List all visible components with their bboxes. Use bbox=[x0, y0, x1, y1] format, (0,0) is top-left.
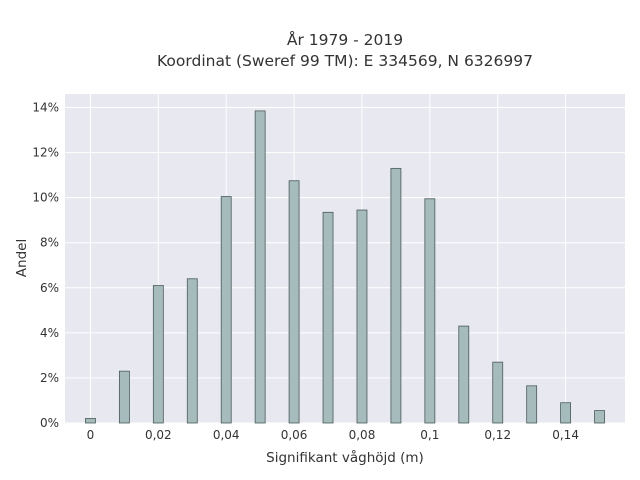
y-tick-label: 4% bbox=[40, 326, 59, 340]
bar-layer bbox=[85, 110, 605, 424]
histogram-bar bbox=[118, 370, 130, 424]
x-axis-title: Signifikant våghöjd (m) bbox=[266, 449, 424, 466]
histogram-bar bbox=[85, 418, 96, 424]
x-tick-labels: 0 0,02 0,04 0,06 0,08 0,1 0,12 0,14 bbox=[87, 428, 579, 442]
histogram-bar bbox=[390, 167, 402, 424]
y-tick-label: 2% bbox=[40, 371, 59, 385]
histogram-bar bbox=[220, 196, 232, 424]
x-tick-label: 0 bbox=[87, 428, 95, 442]
y-tick-label: 6% bbox=[40, 281, 59, 295]
y-tick-label: 14% bbox=[32, 101, 59, 115]
x-tick-label: 0,14 bbox=[552, 428, 579, 442]
y-tick-labels: 0% 2% 4% 6% 8% 10% 12% 14% bbox=[32, 101, 59, 430]
histogram-bar bbox=[254, 110, 266, 424]
y-tick-label: 10% bbox=[32, 191, 59, 205]
histogram-bar bbox=[356, 209, 368, 424]
x-tick-label: 0,06 bbox=[281, 428, 308, 442]
y-axis-title: Andel bbox=[14, 239, 30, 277]
plot-area bbox=[65, 94, 625, 423]
y-tick-label: 8% bbox=[40, 236, 59, 250]
histogram-bar bbox=[322, 211, 334, 424]
histogram-bar bbox=[560, 402, 572, 424]
y-tick-label: 0% bbox=[40, 416, 59, 430]
histogram-bar bbox=[152, 285, 164, 424]
histogram-bar bbox=[526, 385, 538, 424]
chart-title-line-2: Koordinat (Sweref 99 TM): E 334569, N 63… bbox=[157, 52, 533, 70]
x-tick-label: 0,02 bbox=[145, 428, 172, 442]
histogram-bar bbox=[424, 198, 436, 424]
x-tick-label: 0,12 bbox=[484, 428, 511, 442]
histogram-bar bbox=[594, 410, 605, 424]
x-tick-label: 0,08 bbox=[349, 428, 376, 442]
chart-title-line-1: År 1979 - 2019 bbox=[287, 30, 403, 49]
histogram-bar bbox=[492, 361, 504, 424]
histogram-bar bbox=[458, 325, 470, 424]
histogram-bar bbox=[186, 278, 198, 424]
x-tick-label: 0,04 bbox=[213, 428, 240, 442]
y-tick-label: 12% bbox=[32, 146, 59, 160]
histogram-bar bbox=[288, 180, 300, 424]
x-tick-label: 0,1 bbox=[420, 428, 439, 442]
